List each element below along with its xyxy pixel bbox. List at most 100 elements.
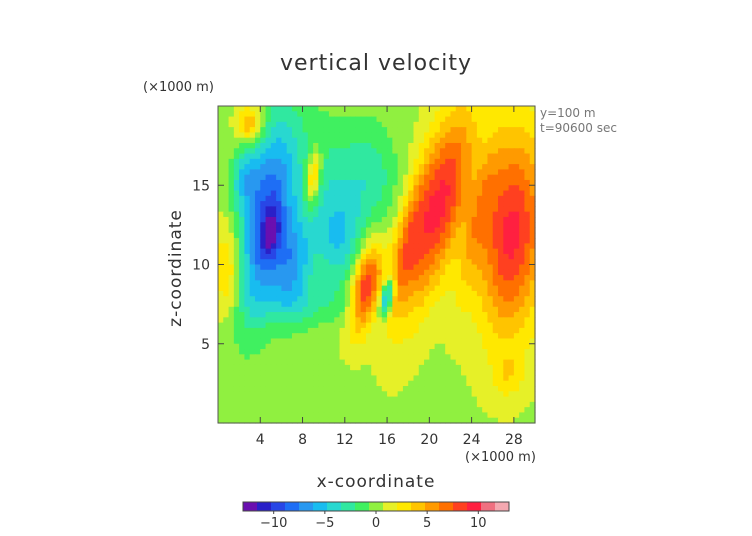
heatmap-cell	[313, 290, 319, 297]
heatmap-cell	[503, 264, 510, 271]
heatmap-cell	[503, 132, 510, 139]
heatmap-cell	[281, 301, 288, 308]
heatmap-cell	[254, 248, 261, 255]
heatmap-cell	[307, 222, 314, 229]
heatmap-cell	[260, 148, 267, 155]
heatmap-cell	[376, 264, 383, 271]
heatmap-cell	[376, 158, 383, 165]
heatmap-cell	[365, 290, 372, 297]
heatmap-cell	[482, 359, 489, 366]
heatmap-cell	[291, 111, 298, 118]
heatmap-cell	[281, 211, 288, 218]
heatmap-cell	[482, 364, 489, 371]
heatmap-cell	[402, 195, 409, 202]
heatmap-cell	[239, 285, 246, 292]
heatmap-cell	[429, 206, 436, 213]
heatmap-cell	[529, 137, 536, 144]
heatmap-cell	[392, 391, 399, 398]
heatmap-cell	[281, 222, 288, 229]
heatmap-cell	[498, 317, 504, 324]
heatmap-cell	[434, 338, 441, 345]
heatmap-cell	[355, 243, 362, 250]
heatmap-cell	[519, 417, 526, 424]
heatmap-cell	[265, 386, 272, 392]
heatmap-cell	[334, 243, 341, 250]
heatmap-cell	[244, 412, 251, 419]
heatmap-cell	[482, 185, 489, 192]
heatmap-cell	[424, 158, 430, 165]
heatmap-cell	[408, 232, 415, 239]
heatmap-cell	[498, 232, 504, 239]
heatmap-cell	[249, 301, 256, 308]
heatmap-cell	[381, 111, 388, 118]
heatmap-cell	[270, 253, 277, 260]
heatmap-cell	[397, 238, 404, 244]
heatmap-cell	[450, 116, 457, 123]
heatmap-cell	[265, 243, 272, 250]
heatmap-cell	[244, 269, 251, 276]
heatmap-cell	[371, 190, 378, 197]
heatmap-cell	[524, 227, 531, 234]
heatmap-cell	[381, 116, 388, 123]
heatmap-cell	[503, 127, 510, 134]
heatmap-cell	[498, 338, 504, 345]
heatmap-cell	[228, 164, 235, 170]
heatmap-cell	[455, 386, 462, 392]
heatmap-cell	[429, 259, 436, 266]
heatmap-cell	[397, 216, 404, 223]
heatmap-cell	[291, 312, 298, 318]
heatmap-cell	[408, 116, 415, 123]
heatmap-cell	[334, 259, 341, 266]
heatmap-cell	[344, 243, 351, 250]
heatmap-cell	[233, 264, 240, 271]
heatmap-cell	[239, 106, 246, 112]
heatmap-cell	[297, 227, 304, 234]
heatmap-cell	[313, 206, 319, 213]
heatmap-cell	[408, 121, 415, 128]
heatmap-cell	[434, 333, 441, 340]
heatmap-cell	[429, 412, 436, 419]
heatmap-cell	[524, 275, 531, 281]
heatmap-cell	[328, 412, 335, 419]
heatmap-cell	[487, 269, 494, 276]
heatmap-cell	[429, 116, 436, 123]
heatmap-cell	[233, 333, 240, 340]
heatmap-cell	[508, 222, 515, 229]
heatmap-cell	[519, 401, 526, 408]
heatmap-cell	[218, 259, 224, 266]
heatmap-cell	[450, 401, 457, 408]
heatmap-cell	[218, 396, 224, 403]
heatmap-cell	[249, 142, 256, 149]
heatmap-cell	[265, 211, 272, 218]
heatmap-cell	[471, 407, 478, 414]
heatmap-cell	[244, 407, 251, 414]
heatmap-cell	[418, 116, 425, 123]
heatmap-cell	[365, 285, 372, 292]
heatmap-cell	[439, 412, 446, 419]
heatmap-cell	[302, 127, 309, 134]
heatmap-cell	[455, 349, 462, 355]
heatmap-cell	[397, 227, 404, 234]
heatmap-cell	[492, 354, 499, 361]
heatmap-cell	[392, 312, 399, 318]
heatmap-cell	[476, 396, 483, 403]
heatmap-cell	[254, 137, 261, 144]
heatmap-cell	[276, 169, 282, 176]
heatmap-cell	[291, 317, 298, 324]
heatmap-cell	[487, 248, 494, 255]
heatmap-cell	[455, 317, 462, 324]
heatmap-cell	[233, 111, 240, 118]
heatmap-cell	[461, 253, 467, 260]
heatmap-cell	[402, 312, 409, 318]
heatmap-cell	[228, 380, 235, 387]
heatmap-cell	[323, 243, 330, 250]
heatmap-cell	[270, 106, 277, 112]
heatmap-cell	[228, 206, 235, 213]
heatmap-cell	[461, 401, 467, 408]
heatmap-cell	[265, 232, 272, 239]
heatmap-cell	[482, 148, 489, 155]
heatmap-cell	[260, 306, 267, 313]
heatmap-cell	[223, 179, 230, 186]
heatmap-cell	[339, 206, 346, 213]
heatmap-cell	[519, 137, 526, 144]
